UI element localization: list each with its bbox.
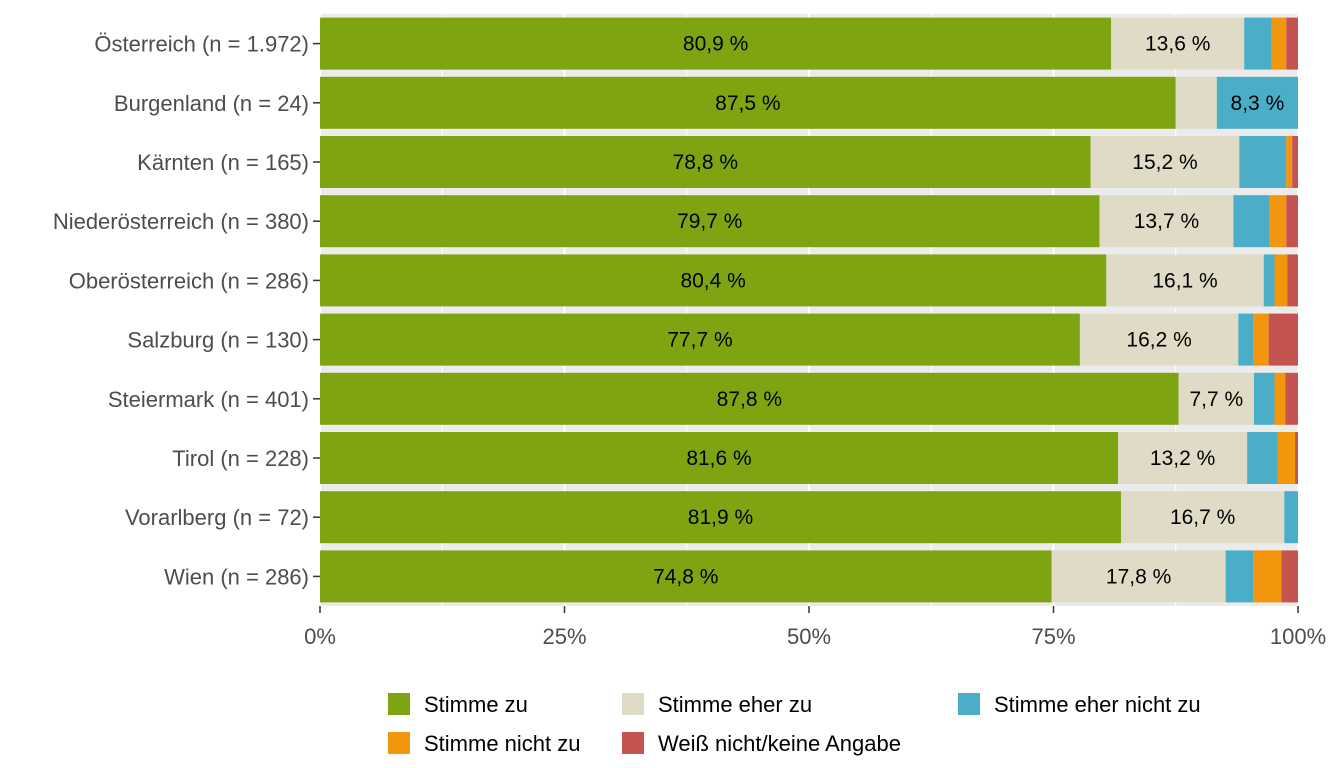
bar-segment-5 [1286, 17, 1298, 70]
bar-segment-4 [1253, 313, 1269, 366]
data-label: 16,7 % [1170, 506, 1235, 529]
bars-group [320, 17, 1298, 603]
category-label: Niederösterreich (n = 380) [53, 209, 309, 234]
data-label: 80,9 % [683, 33, 748, 56]
bar-segment-5 [1286, 195, 1298, 248]
bar-segment-2 [1111, 17, 1245, 70]
category-label: Burgenland (n = 24) [114, 91, 309, 116]
bar-segment-3 [1225, 550, 1254, 603]
legend-key-4 [388, 732, 410, 754]
bar-segment-5 [1287, 254, 1298, 307]
data-label: 81,9 % [688, 506, 753, 529]
bar-segment-3 [1239, 136, 1287, 188]
bar-segment-3 [1284, 491, 1298, 544]
bar-segment-3 [1216, 76, 1298, 129]
bar-segment-1 [320, 491, 1121, 544]
bar-segment-3 [1263, 254, 1275, 307]
category-label: Vorarlberg (n = 72) [125, 505, 309, 530]
bar-segment-3 [1247, 432, 1278, 484]
bar-segment-2 [1090, 136, 1240, 188]
data-label: 87,5 % [715, 92, 780, 115]
legend-label-1: Stimme zu [424, 692, 528, 717]
bar-segment-3 [1244, 17, 1272, 70]
bar-segment-5 [1292, 136, 1298, 188]
bar-segment-5 [1281, 550, 1298, 603]
bar-segment-2 [1118, 432, 1248, 484]
bar-segment-2 [1051, 550, 1226, 603]
data-label: 77,7 % [667, 329, 732, 352]
category-label: Wien (n = 286) [164, 564, 309, 589]
data-label: 7,7 % [1189, 388, 1243, 411]
bar-segment-4 [1253, 550, 1282, 603]
legend-label-5: Weiß nicht/keine Angabe [658, 731, 901, 756]
legend-label-4: Stimme nicht zu [424, 731, 581, 756]
bar-segment-1 [320, 195, 1100, 248]
category-label: Salzburg (n = 130) [127, 328, 309, 353]
bar-segment-1 [320, 254, 1107, 307]
legend-label-3: Stimme eher nicht zu [994, 692, 1201, 717]
category-label: Oberösterreich (n = 286) [69, 268, 309, 293]
category-label: Steiermark (n = 401) [108, 387, 309, 412]
x-tick-label: 0% [304, 624, 336, 649]
bar-segment-4 [1286, 136, 1293, 188]
category-labels-group: Österreich (n = 1.972) Burgenland (n = 24… [53, 32, 320, 589]
data-label: 87,8 % [717, 388, 782, 411]
x-tick-label: 100% [1270, 624, 1326, 649]
category-label: Tirol (n = 228) [172, 446, 309, 471]
bar-segment-2 [1175, 76, 1217, 129]
data-label: 16,1 % [1152, 269, 1217, 292]
data-label: 80,4 % [680, 269, 745, 292]
bar-segment-2 [1120, 491, 1285, 544]
bar-segment-2 [1178, 372, 1254, 425]
x-axis: 0% 25% 50% 75% 100% [304, 606, 1326, 649]
bar-segment-3 [1253, 372, 1275, 425]
data-label: 16,2 % [1126, 329, 1191, 352]
x-tick-label: 50% [787, 624, 831, 649]
bar-segment-5 [1295, 432, 1298, 484]
bar-segment-1 [320, 372, 1179, 425]
bar-segment-4 [1269, 195, 1287, 248]
data-label: 74,8 % [653, 565, 718, 588]
bar-segment-1 [320, 17, 1112, 70]
bar-segment-4 [1274, 254, 1288, 307]
data-label: 78,8 % [673, 151, 738, 174]
legend-key-2 [622, 693, 644, 715]
bar-segment-1 [320, 313, 1080, 366]
bar-segment-5 [1285, 372, 1298, 425]
legend: Stimme zu Stimme eher zu Stimme eher nicht… [388, 692, 1201, 756]
data-label: 15,2 % [1132, 151, 1197, 174]
data-label: 17,8 % [1106, 565, 1171, 588]
bar-segment-3 [1233, 195, 1270, 248]
data-label: 13,6 % [1145, 33, 1210, 56]
bar-segment-5 [1268, 313, 1298, 366]
data-label: 8,3 % [1231, 92, 1285, 115]
data-labels-group: 80,9 % 13,6 % 87,5 % 8,3 % 78,8 % 15,2 % 79,7 … [653, 33, 1284, 589]
category-label: Österreich (n = 1.972) [94, 32, 309, 57]
bar-segment-1 [320, 136, 1091, 188]
bar-segment-3 [1238, 313, 1254, 366]
bar-segment-4 [1277, 432, 1296, 484]
legend-key-5 [622, 732, 644, 754]
bar-segment-2 [1106, 254, 1264, 307]
data-label: 13,7 % [1134, 210, 1199, 233]
bar-segment-2 [1099, 195, 1234, 248]
legend-label-2: Stimme eher zu [658, 692, 812, 717]
data-label: 13,2 % [1150, 447, 1215, 470]
legend-key-3 [958, 693, 980, 715]
legend-key-1 [388, 693, 410, 715]
bar-segment-1 [320, 76, 1176, 129]
bar-segment-4 [1271, 17, 1287, 70]
bar-segment-2 [1079, 313, 1239, 366]
x-tick-label: 75% [1031, 624, 1075, 649]
bar-segment-1 [320, 550, 1052, 603]
category-label: Kärnten (n = 165) [137, 150, 309, 175]
data-label: 81,6 % [686, 447, 751, 470]
x-tick-label: 25% [542, 624, 586, 649]
data-label: 79,7 % [677, 210, 742, 233]
bar-segment-1 [320, 432, 1119, 484]
bar-segment-4 [1274, 372, 1286, 425]
